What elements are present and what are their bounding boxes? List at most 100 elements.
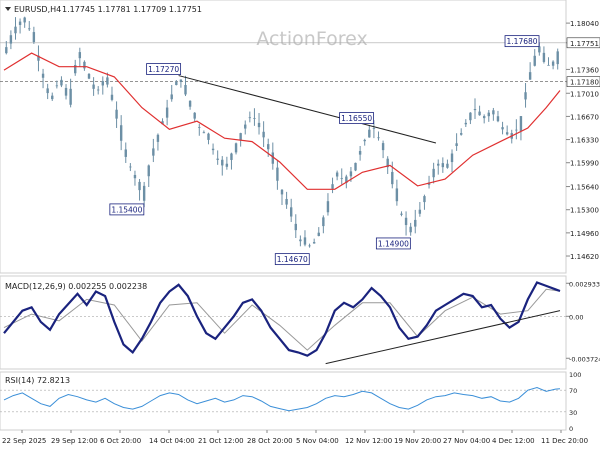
candle-body — [41, 73, 45, 78]
candle-body — [138, 181, 141, 191]
candle-body — [234, 143, 238, 153]
candle-body — [32, 32, 36, 43]
candle-body — [340, 178, 343, 179]
candle-body — [294, 223, 297, 231]
candle-body — [142, 185, 146, 201]
candle-body — [55, 85, 59, 87]
candle-body — [289, 207, 293, 217]
candle-body — [363, 139, 366, 142]
rsi-panel-frame — [0, 371, 567, 431]
candle-body — [524, 92, 527, 100]
candle-body — [515, 129, 518, 131]
chart-header: EURUSD,H4 1.17745 1.17781 1.17709 1.1775… — [5, 5, 202, 14]
candle-body — [74, 64, 77, 74]
candle-body — [533, 55, 536, 66]
candle-body — [46, 88, 49, 94]
candle-body — [322, 217, 325, 227]
price-tag-box — [566, 76, 600, 87]
candle-body — [202, 132, 206, 134]
annotation-label: 1.15400 — [111, 205, 142, 214]
candle-body — [478, 111, 481, 116]
x-axis-label: 22 Sep 2025 — [2, 437, 46, 445]
candle-body — [455, 143, 458, 146]
candle-body — [501, 127, 504, 130]
price-axis-label: 1.17751 — [570, 40, 599, 48]
candle-body — [225, 163, 229, 167]
candle-body — [354, 162, 357, 171]
candle-body — [335, 172, 339, 177]
candle-body — [391, 171, 394, 185]
candle-body — [51, 95, 54, 100]
candle-body — [349, 171, 353, 177]
candle-body — [312, 242, 316, 244]
candle-body — [37, 55, 40, 61]
price-axis-label: 1.16330 — [570, 137, 599, 145]
candle-body — [129, 166, 132, 168]
annotation-box — [375, 237, 411, 250]
candle-body — [211, 148, 215, 151]
candle-body — [239, 133, 242, 141]
candle-body — [414, 219, 417, 227]
candle-body — [505, 132, 509, 135]
annotation-box — [274, 253, 310, 266]
candle-body — [96, 89, 100, 91]
candle-body — [464, 122, 468, 125]
annotation-box — [146, 63, 182, 75]
x-axis-label: 28 Oct 20:00 — [247, 437, 293, 445]
candle-body — [253, 117, 256, 119]
candle-body — [492, 110, 495, 115]
price-axis-label: 1.15300 — [570, 207, 599, 215]
price-layer: 1.15400 1.17270 1.14670 1.16550 1.14900 1.176… — [0, 16, 566, 266]
annotation-label: 1.17270 — [148, 65, 179, 74]
annotation-label: 1.16550 — [341, 114, 372, 123]
candle-body — [551, 61, 555, 66]
candle-body — [460, 133, 463, 135]
candle-body — [280, 189, 284, 195]
macd-axis-label: 0.00 — [569, 313, 583, 321]
candle-body — [175, 81, 178, 85]
annotation-label: 1.17680 — [507, 37, 538, 46]
candle-body — [538, 46, 541, 53]
candle-body — [207, 133, 210, 140]
candle-body — [106, 77, 109, 85]
candle-body — [450, 153, 454, 163]
candle-body — [92, 84, 95, 89]
rsi-axis-label: 0 — [569, 425, 573, 433]
dropdown-triangle-icon[interactable] — [5, 7, 11, 11]
rsi-axis-label: 30 — [569, 409, 577, 417]
candle-body — [161, 121, 164, 125]
annotation-label: 1.14670 — [277, 255, 308, 264]
candle-body — [101, 81, 104, 86]
candle-body — [547, 64, 550, 66]
macd-layer — [0, 281, 566, 365]
x-axis-label: 4 Dec 12:00 — [492, 437, 535, 445]
candle-body — [83, 61, 86, 69]
candle-body — [482, 116, 486, 119]
candle-body — [432, 168, 435, 178]
macd-axis-label: -0.003724 — [569, 355, 600, 363]
macd-axis-label: 0.002933 — [569, 280, 600, 288]
annotation-box — [339, 112, 375, 124]
candle-body — [18, 21, 22, 25]
price-axis-label: 1.18040 — [570, 20, 599, 28]
candle-body — [377, 137, 380, 139]
candle-body — [423, 196, 426, 203]
price-axis-label: 1.17360 — [570, 66, 599, 74]
price-axis-label: 1.17010 — [570, 90, 599, 98]
candle-body — [124, 149, 127, 157]
candle-body — [119, 125, 123, 141]
candle-body — [473, 109, 477, 111]
candle-body — [244, 124, 247, 129]
candle-body — [170, 94, 173, 100]
price-axis-label: 1.14960 — [570, 230, 599, 238]
candle-body — [147, 165, 150, 177]
macd-title: MACD(12,26,9) 0.002255 0.002238 — [5, 282, 147, 291]
candle-body — [221, 159, 224, 166]
candle-body — [308, 245, 311, 247]
x-axis-label: 5 Nov 04:00 — [296, 437, 339, 445]
candle-body — [193, 112, 196, 119]
candle-body — [133, 174, 137, 179]
macd-panel-frame — [0, 275, 567, 370]
